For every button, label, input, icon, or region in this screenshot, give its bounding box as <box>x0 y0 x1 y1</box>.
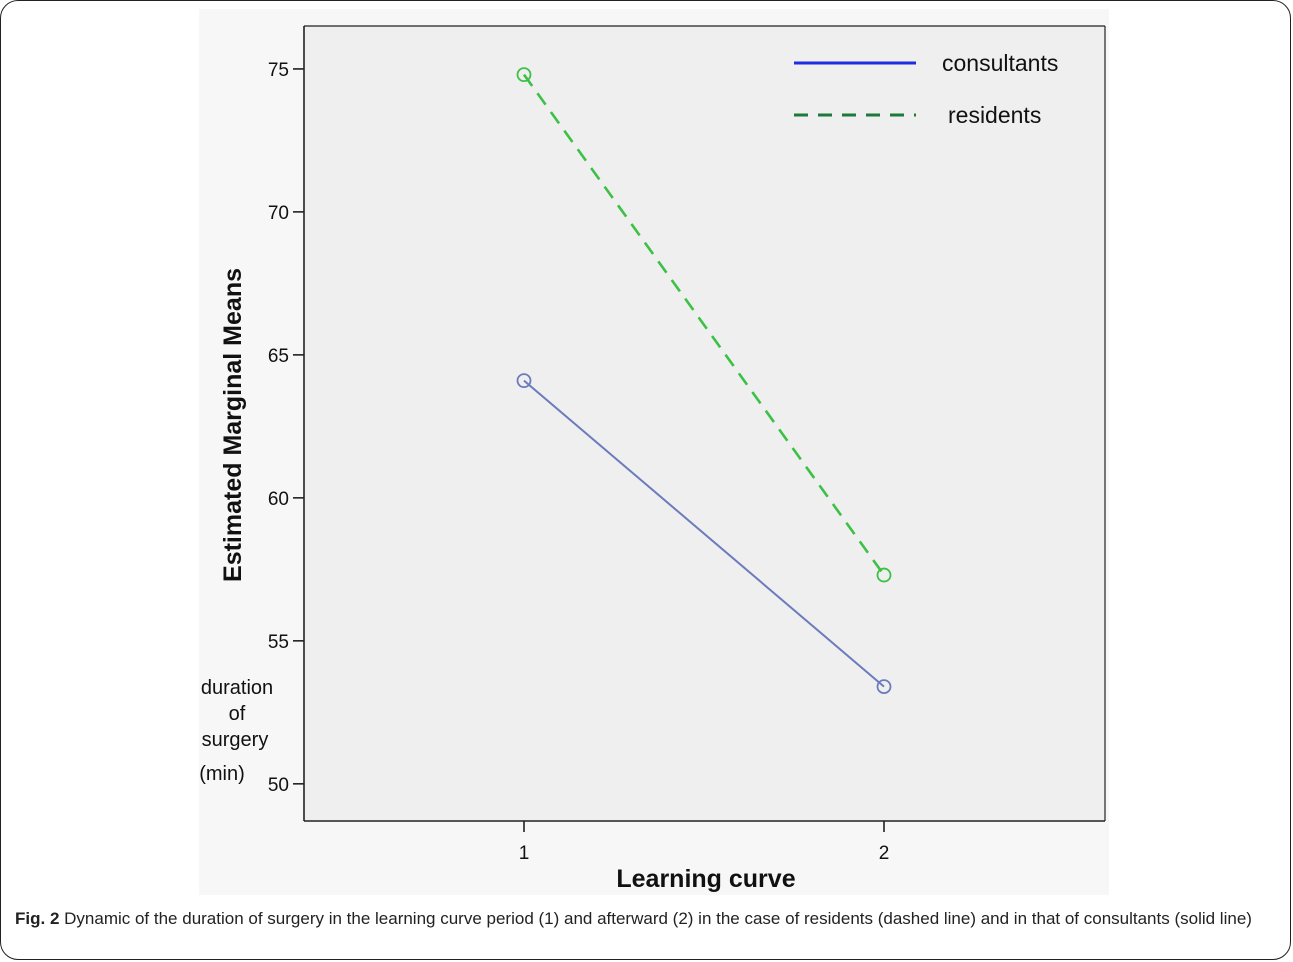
figure-label: Fig. 2 <box>15 909 60 928</box>
y-tick-label: 50 <box>268 775 289 796</box>
legend-label-residents: residents <box>948 102 1041 128</box>
plot-area <box>304 26 1105 821</box>
series-layer <box>516 67 892 694</box>
x-tick-label: 2 <box>879 843 890 864</box>
y-tick-label: 65 <box>268 346 289 367</box>
y-tick-label: 70 <box>268 203 289 224</box>
legend: consultants residents <box>794 50 1058 128</box>
x-axis-title: Learning curve <box>616 865 795 893</box>
y-tick-label: 60 <box>268 489 289 510</box>
y-note-line-2: of <box>229 703 246 725</box>
y-axis-note: duration of surgery (min) <box>199 677 273 785</box>
data-point-residents-1 <box>516 67 532 83</box>
y-axis-title: Estimated Marginal Means <box>219 268 247 582</box>
y-note-line-1: duration <box>201 677 273 699</box>
data-point-consultants-1 <box>516 373 532 389</box>
data-point-consultants-2 <box>876 679 892 694</box>
figure-caption: Fig. 2 Dynamic of the duration of surger… <box>15 907 1277 931</box>
y-tick-label: 75 <box>268 60 289 81</box>
caption-text: Dynamic of the duration of surgery in th… <box>59 909 1252 928</box>
y-tick-label: 55 <box>268 632 289 653</box>
series-line-consultants <box>523 379 885 688</box>
legend-label-consultants: consultants <box>942 50 1058 76</box>
x-tick-label: 1 <box>519 843 530 864</box>
y-axis-ticks: 50 55 60 65 70 75 <box>268 60 304 796</box>
y-note-line-4: (min) <box>199 763 245 785</box>
data-point-residents-2 <box>876 567 892 583</box>
series-line-residents <box>522 73 886 576</box>
y-note-line-3: surgery <box>202 729 269 751</box>
